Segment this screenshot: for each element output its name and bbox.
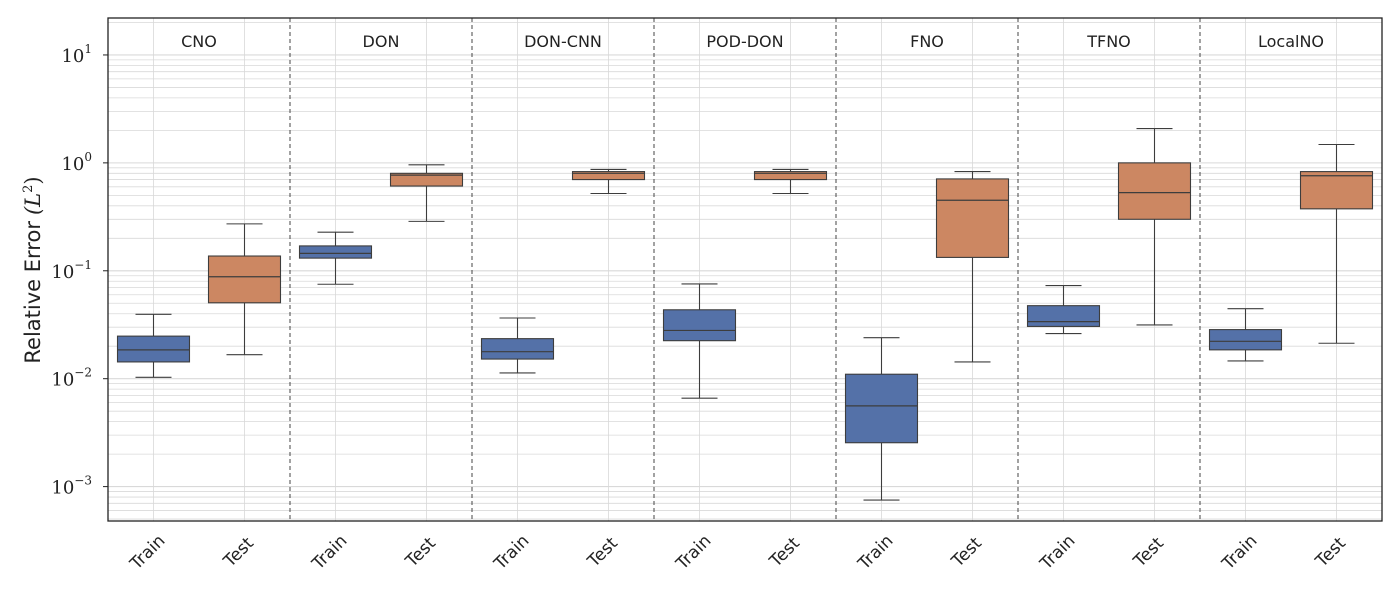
plot-frame: [107, 17, 1383, 522]
don-cnn-train-box: [480, 317, 555, 374]
x-tick-label-test: Test: [947, 533, 986, 572]
y-axis-title: Relative Error (L2): [21, 176, 45, 363]
y-tick-base: 10: [61, 154, 84, 175]
pod-don-test-box: [753, 168, 828, 195]
y-axis-title-math: (L: [21, 193, 45, 215]
y-axis-title-close: ): [21, 176, 45, 184]
tfno-train-box: [1026, 284, 1101, 335]
x-tick-label-train: Train: [308, 531, 352, 575]
y-tick-exponent: −2: [74, 366, 92, 380]
x-tick-label-test: Test: [1129, 533, 1168, 572]
panel-label-tfno: TFNO: [1086, 32, 1131, 51]
iqr-box: [480, 338, 555, 360]
panel-label-don: DON: [363, 32, 400, 51]
x-axis-ticks: Train Test Train Test Train Test Train Test Trai…: [126, 531, 1350, 575]
pod-don-train-box: [662, 283, 737, 399]
don-cnn-test-box: [571, 168, 646, 195]
x-tick-label-test: Test: [1311, 533, 1350, 572]
y-tick-base: 10: [61, 46, 84, 67]
iqr-box: [662, 309, 737, 342]
tfno-test-box: [1117, 127, 1192, 326]
iqr-box: [207, 255, 282, 304]
x-tick-label-test: Test: [765, 533, 804, 572]
y-tick-label: 10−3: [51, 474, 92, 499]
y-tick-label: 10−1: [51, 258, 92, 283]
iqr-box: [571, 171, 646, 181]
iqr-box: [298, 245, 373, 259]
don-train-box: [298, 231, 373, 285]
cno-train-box: [116, 313, 191, 378]
don-test-box: [389, 164, 464, 222]
panel-label-localno: LocalNO: [1258, 32, 1324, 51]
iqr-box: [1117, 162, 1192, 220]
y-tick-base: 10: [51, 478, 74, 499]
y-tick-label: 10−2: [51, 366, 92, 391]
y-tick-exponent: −3: [74, 474, 92, 488]
fno-train-box: [844, 337, 919, 501]
y-tick-exponent: 0: [84, 150, 92, 164]
iqr-box: [753, 171, 828, 181]
y-axis-title-text: Relative Error: [21, 221, 45, 364]
y-tick-label: 100: [61, 150, 92, 175]
panel-label-fno: FNO: [910, 32, 944, 51]
cno-test-box: [207, 223, 282, 356]
x-tick-label-train: Train: [1218, 531, 1262, 575]
iqr-box: [389, 172, 464, 187]
iqr-box: [1208, 329, 1283, 351]
x-tick-label-train: Train: [672, 531, 716, 575]
iqr-box: [116, 335, 191, 363]
panel-label-pod-don: POD-DON: [706, 32, 783, 51]
y-tick-label: 101: [61, 42, 92, 67]
x-tick-label-train: Train: [126, 531, 170, 575]
panel-label-don-cnn: DON-CNN: [524, 32, 602, 51]
iqr-box: [1299, 171, 1374, 210]
iqr-box: [844, 373, 919, 444]
y-axis-title-exp: 2: [21, 185, 36, 193]
fno-test-box: [935, 171, 1010, 363]
iqr-box: [1026, 305, 1101, 327]
localno-test-box: [1299, 143, 1374, 344]
iqr-box: [935, 178, 1010, 258]
x-tick-label-test: Test: [219, 533, 258, 572]
x-tick-label-test: Test: [583, 533, 622, 572]
boxes-layer: [116, 127, 1374, 501]
x-tick-label-train: Train: [490, 531, 534, 575]
localno-train-box: [1208, 308, 1283, 362]
y-tick-exponent: −1: [74, 258, 92, 272]
grid-layer: [108, 18, 1382, 521]
panel-label-cno: CNO: [181, 32, 217, 51]
panel-labels: CNO DON DON-CNN POD-DON FNO TFNO LocalNO: [181, 32, 1324, 51]
x-tick-label-test: Test: [401, 533, 440, 572]
x-tick-label-train: Train: [1036, 531, 1080, 575]
y-tick-base: 10: [51, 262, 74, 283]
y-tick-base: 10: [51, 370, 74, 391]
y-tick-exponent: 1: [84, 42, 92, 56]
x-tick-label-train: Train: [854, 531, 898, 575]
